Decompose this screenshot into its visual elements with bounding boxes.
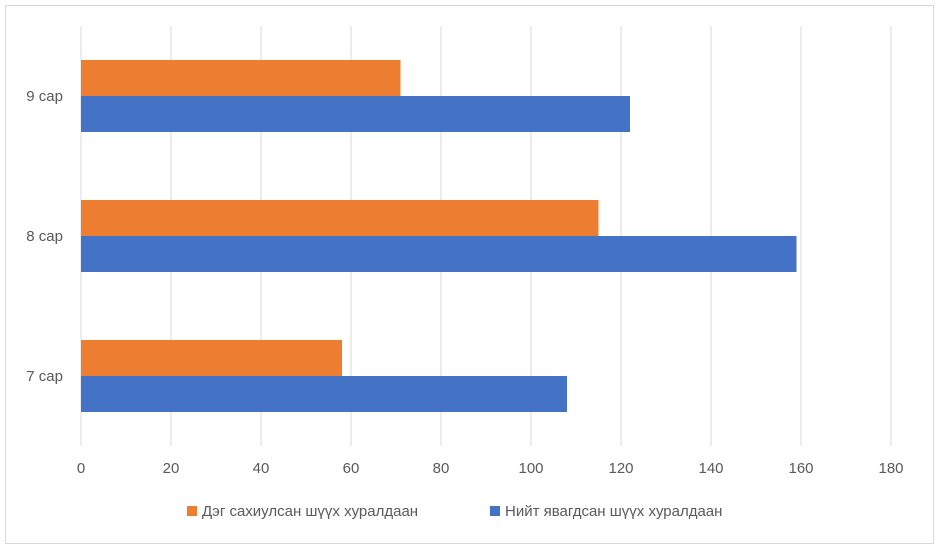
legend-label: Нийт явагдсан шүүх хуралдаан xyxy=(505,503,722,520)
x-tick-label: 40 xyxy=(253,460,270,477)
legend-swatch xyxy=(187,506,197,516)
x-tick-label: 140 xyxy=(698,460,723,477)
y-category-label: 9 сар xyxy=(26,88,63,105)
legend-swatch xyxy=(490,506,500,516)
x-tick-label: 160 xyxy=(788,460,813,477)
y-axis-labels: 7 сар 8 сар 9 сар xyxy=(26,88,63,385)
bar-niit-yavagdsan-0 xyxy=(81,376,567,412)
x-tick-label: 180 xyxy=(878,460,903,477)
x-tick-label: 80 xyxy=(433,460,450,477)
bar-deg-sakhiulsan-1 xyxy=(81,200,599,236)
legend-label: Дэг сахиулсан шүүх хуралдаан xyxy=(202,503,418,520)
bar-deg-sakhiulsan-0 xyxy=(81,340,342,376)
x-axis-labels: 0 20 40 60 80 100 120 140 160 180 xyxy=(77,460,904,477)
x-tick-label: 20 xyxy=(163,460,180,477)
y-category-label: 7 сар xyxy=(26,368,63,385)
bars xyxy=(81,60,797,412)
bar-niit-yavagdsan-2 xyxy=(81,96,630,132)
bar-deg-sakhiulsan-2 xyxy=(81,60,401,96)
y-category-label: 8 сар xyxy=(26,228,63,245)
bar-niit-yavagdsan-1 xyxy=(81,236,797,272)
x-tick-label: 120 xyxy=(608,460,633,477)
x-tick-label: 100 xyxy=(518,460,543,477)
legend: Дэг сахиулсан шүүх хуралдаан Нийт явагдса… xyxy=(187,503,722,520)
x-tick-label: 60 xyxy=(343,460,360,477)
x-tick-label: 0 xyxy=(77,460,85,477)
